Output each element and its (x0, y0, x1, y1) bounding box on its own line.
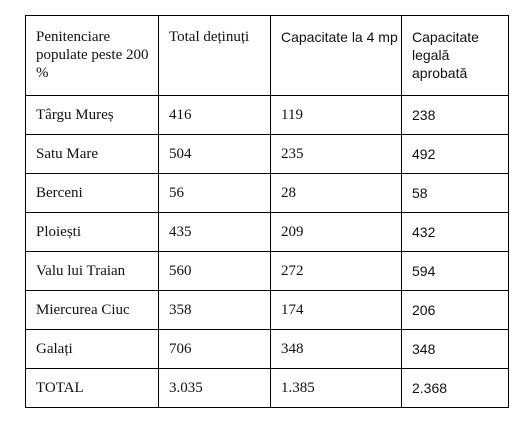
cell-total-inmates: 435 (158, 212, 271, 252)
header-prison: Penitenciare populate peste 200 % (25, 15, 159, 96)
cell-capacity-4mp: 235 (270, 134, 402, 174)
prison-capacity-table: Penitenciare populate peste 200 % Total … (25, 15, 509, 408)
cell-legal-capacity: 492 (401, 134, 509, 174)
cell-legal-capacity: 206 (401, 290, 509, 330)
header-capacity-4mp: Capacitate la 4 mp (270, 15, 402, 96)
total-row: TOTAL 3.035 1.385 2.368 (25, 368, 509, 408)
table-row: Berceni 56 28 58 (25, 173, 509, 213)
cell-prison-name: Târgu Mureș (25, 95, 159, 135)
cell-total-inmates: 504 (158, 134, 271, 174)
cell-total-inmates: 56 (158, 173, 271, 213)
header-legal-capacity: Capacitate legală aprobată (401, 15, 509, 96)
table-row: Valu lui Traian 560 272 594 (25, 251, 509, 291)
cell-capacity-4mp: 119 (270, 95, 402, 135)
cell-legal-capacity: 2.368 (401, 368, 509, 408)
cell-prison-name: Berceni (25, 173, 159, 213)
table-row: Ploiești 435 209 432 (25, 212, 509, 252)
cell-legal-capacity: 238 (401, 95, 509, 135)
cell-prison-name: Valu lui Traian (25, 251, 159, 291)
cell-total-inmates: 416 (158, 95, 271, 135)
table-row: Galați 706 348 348 (25, 329, 509, 369)
cell-prison-name: Satu Mare (25, 134, 159, 174)
cell-prison-name: Ploiești (25, 212, 159, 252)
cell-capacity-4mp: 209 (270, 212, 402, 252)
cell-total-label: TOTAL (25, 368, 159, 408)
cell-capacity-4mp: 1.385 (270, 368, 402, 408)
cell-capacity-4mp: 174 (270, 290, 402, 330)
table-row: Târgu Mureș 416 119 238 (25, 95, 509, 135)
header-row: Penitenciare populate peste 200 % Total … (25, 15, 509, 96)
cell-total-inmates: 560 (158, 251, 271, 291)
cell-total-inmates: 3.035 (158, 368, 271, 408)
header-total-inmates: Total deținuți (158, 15, 271, 96)
table-row: Miercurea Ciuc 358 174 206 (25, 290, 509, 330)
cell-legal-capacity: 432 (401, 212, 509, 252)
cell-total-inmates: 358 (158, 290, 271, 330)
cell-legal-capacity: 58 (401, 173, 509, 213)
cell-capacity-4mp: 348 (270, 329, 402, 369)
cell-total-inmates: 706 (158, 329, 271, 369)
cell-capacity-4mp: 28 (270, 173, 402, 213)
table-row: Satu Mare 504 235 492 (25, 134, 509, 174)
cell-legal-capacity: 348 (401, 329, 509, 369)
cell-legal-capacity: 594 (401, 251, 509, 291)
cell-capacity-4mp: 272 (270, 251, 402, 291)
cell-prison-name: Galați (25, 329, 159, 369)
cell-prison-name: Miercurea Ciuc (25, 290, 159, 330)
